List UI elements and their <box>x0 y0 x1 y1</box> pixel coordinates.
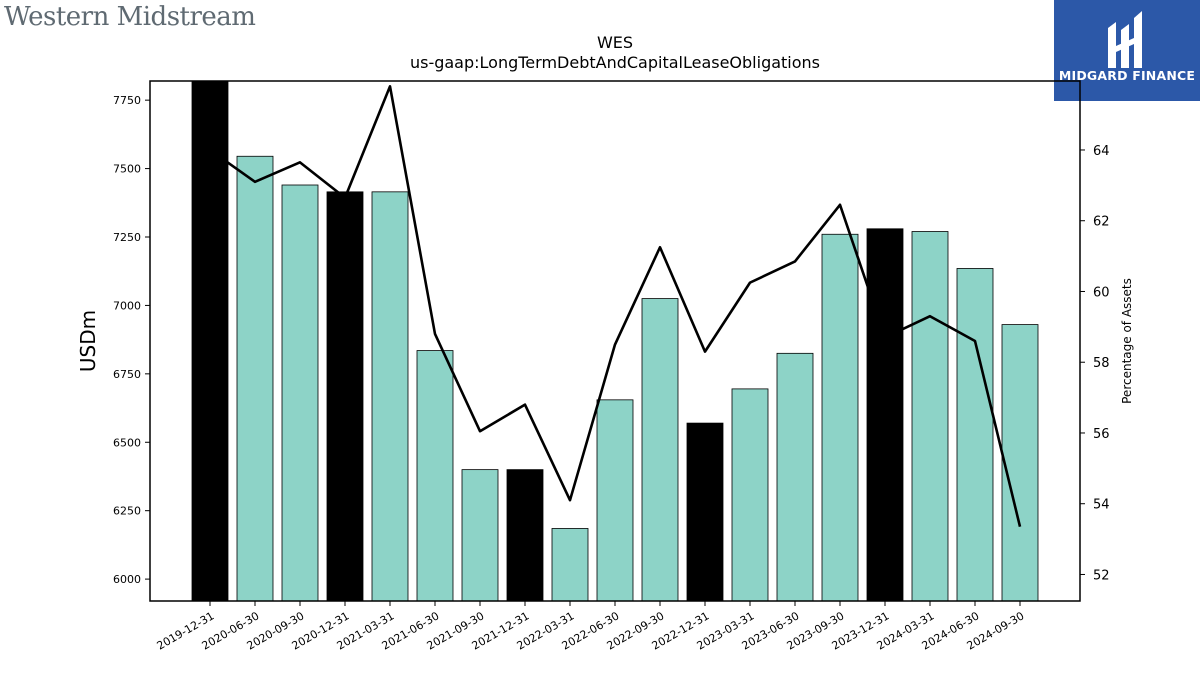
chart-subtitle: us-gaap:LongTermDebtAndCapitalLeaseOblig… <box>410 53 820 72</box>
y2-tick-label: 56 <box>1093 427 1110 442</box>
y2-tick-label: 58 <box>1093 356 1110 371</box>
bar-2023-12-31 <box>866 228 904 602</box>
y-axis-left: 6000 6250 6500 6750 7000 7250 7500 7750 <box>113 94 150 586</box>
bar-2024-09-30 <box>1001 324 1039 602</box>
bar-2022-06-30 <box>596 399 634 602</box>
y2-tick-label: 60 <box>1093 285 1110 300</box>
brand-mark-icon <box>1108 11 1142 68</box>
y-tick-label: 7750 <box>113 94 141 107</box>
line-layer <box>209 85 1022 528</box>
bar-2020-09-30 <box>281 184 319 602</box>
y-tick-label: 7000 <box>113 299 141 312</box>
y-tick-label: 6000 <box>113 573 141 586</box>
y2-tick-label: 62 <box>1093 215 1110 230</box>
brand-logo: MIDGARD FINANCE <box>1054 0 1200 101</box>
chart-title: WES <box>597 33 633 52</box>
bar-2021-09-30 <box>461 469 499 602</box>
y-tick-label: 6750 <box>113 368 141 381</box>
bar-2023-09-30 <box>821 233 859 602</box>
y-tick-label: 6500 <box>113 436 141 449</box>
y2-tick-label: 64 <box>1093 144 1110 159</box>
bar-2023-03-31 <box>731 388 769 602</box>
y2-axis-label: Percentage of Assets <box>1120 278 1134 404</box>
bar-2022-09-30 <box>641 298 679 602</box>
bar-2022-12-31 <box>686 422 724 602</box>
bar-2020-06-30 <box>236 155 274 602</box>
bar-2024-03-31 <box>911 231 949 602</box>
company-logo: Western Midstream <box>4 2 256 32</box>
y2-tick-label: 54 <box>1093 498 1110 513</box>
bars-layer <box>191 80 1039 602</box>
company-logo-text: Western Midstream <box>4 2 256 32</box>
bar-2021-06-30 <box>416 350 454 602</box>
x-axis: 2019-12-312020-06-302020-09-302020-12-31… <box>155 601 1027 653</box>
percentage-line <box>209 85 1022 528</box>
y2-tick-label: 52 <box>1093 568 1110 583</box>
bar-2023-06-30 <box>776 352 814 602</box>
bar-2021-12-31 <box>506 469 544 602</box>
bar-2022-03-31 <box>551 528 589 602</box>
y-axis-right: 52 54 56 58 60 62 64 <box>1080 144 1110 583</box>
brand-name: MIDGARD FINANCE <box>1058 68 1196 83</box>
bar-2024-06-30 <box>956 268 994 602</box>
y-tick-label: 7500 <box>113 163 141 176</box>
bar-2020-12-31 <box>326 191 364 602</box>
y-tick-label: 7250 <box>113 231 141 244</box>
y-tick-label: 6250 <box>113 505 141 518</box>
bar-2021-03-31 <box>371 191 409 602</box>
y-axis-label: USDm <box>76 310 100 372</box>
